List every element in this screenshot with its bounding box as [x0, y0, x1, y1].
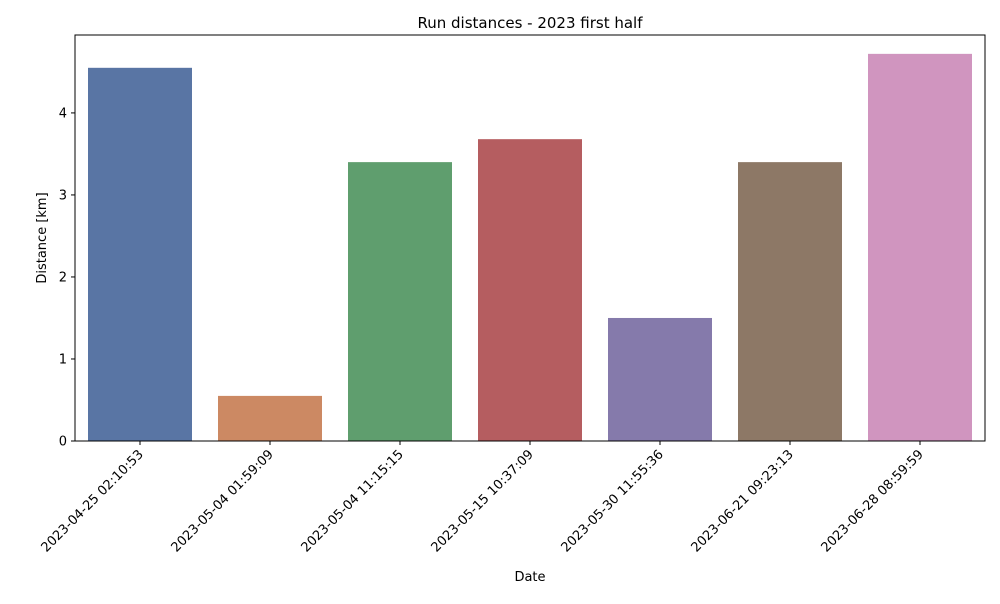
x-tick-label: 2023-06-28 08:59:59	[819, 447, 927, 555]
x-tick-label: 2023-05-15 10:37:09	[429, 447, 537, 555]
y-axis-label: Distance [km]	[35, 192, 50, 283]
bar	[478, 139, 582, 442]
bar	[608, 317, 712, 441]
bar	[738, 162, 842, 441]
x-tick-label: 2023-05-30 11:55:36	[559, 447, 667, 555]
y-tick-label: 4	[59, 106, 67, 121]
plot-frame	[74, 34, 986, 442]
x-tick-label: 2023-06-21 09:23:13	[689, 447, 797, 555]
y-tick-label: 3	[59, 188, 67, 203]
bar	[348, 162, 452, 441]
bar	[218, 395, 322, 441]
x-tick-label: 2023-05-04 01:59:09	[169, 447, 277, 555]
y-tick-label: 2	[59, 270, 67, 285]
bar	[88, 67, 192, 441]
y-tick-label: 1	[59, 352, 67, 367]
bar	[868, 53, 972, 442]
plot-area: 0 1 2 3 4 2023-04-25 02:10:53 2023-05-04 01:59…	[39, 53, 972, 555]
chart-title: Run distances - 2023 first half	[417, 14, 643, 32]
y-tick-label: 0	[59, 435, 67, 450]
x-tick-label: 2023-05-04 11:15:15	[299, 447, 407, 555]
x-axis-label: Date	[514, 570, 545, 585]
x-tick-label: 2023-04-25 02:10:53	[39, 447, 147, 555]
